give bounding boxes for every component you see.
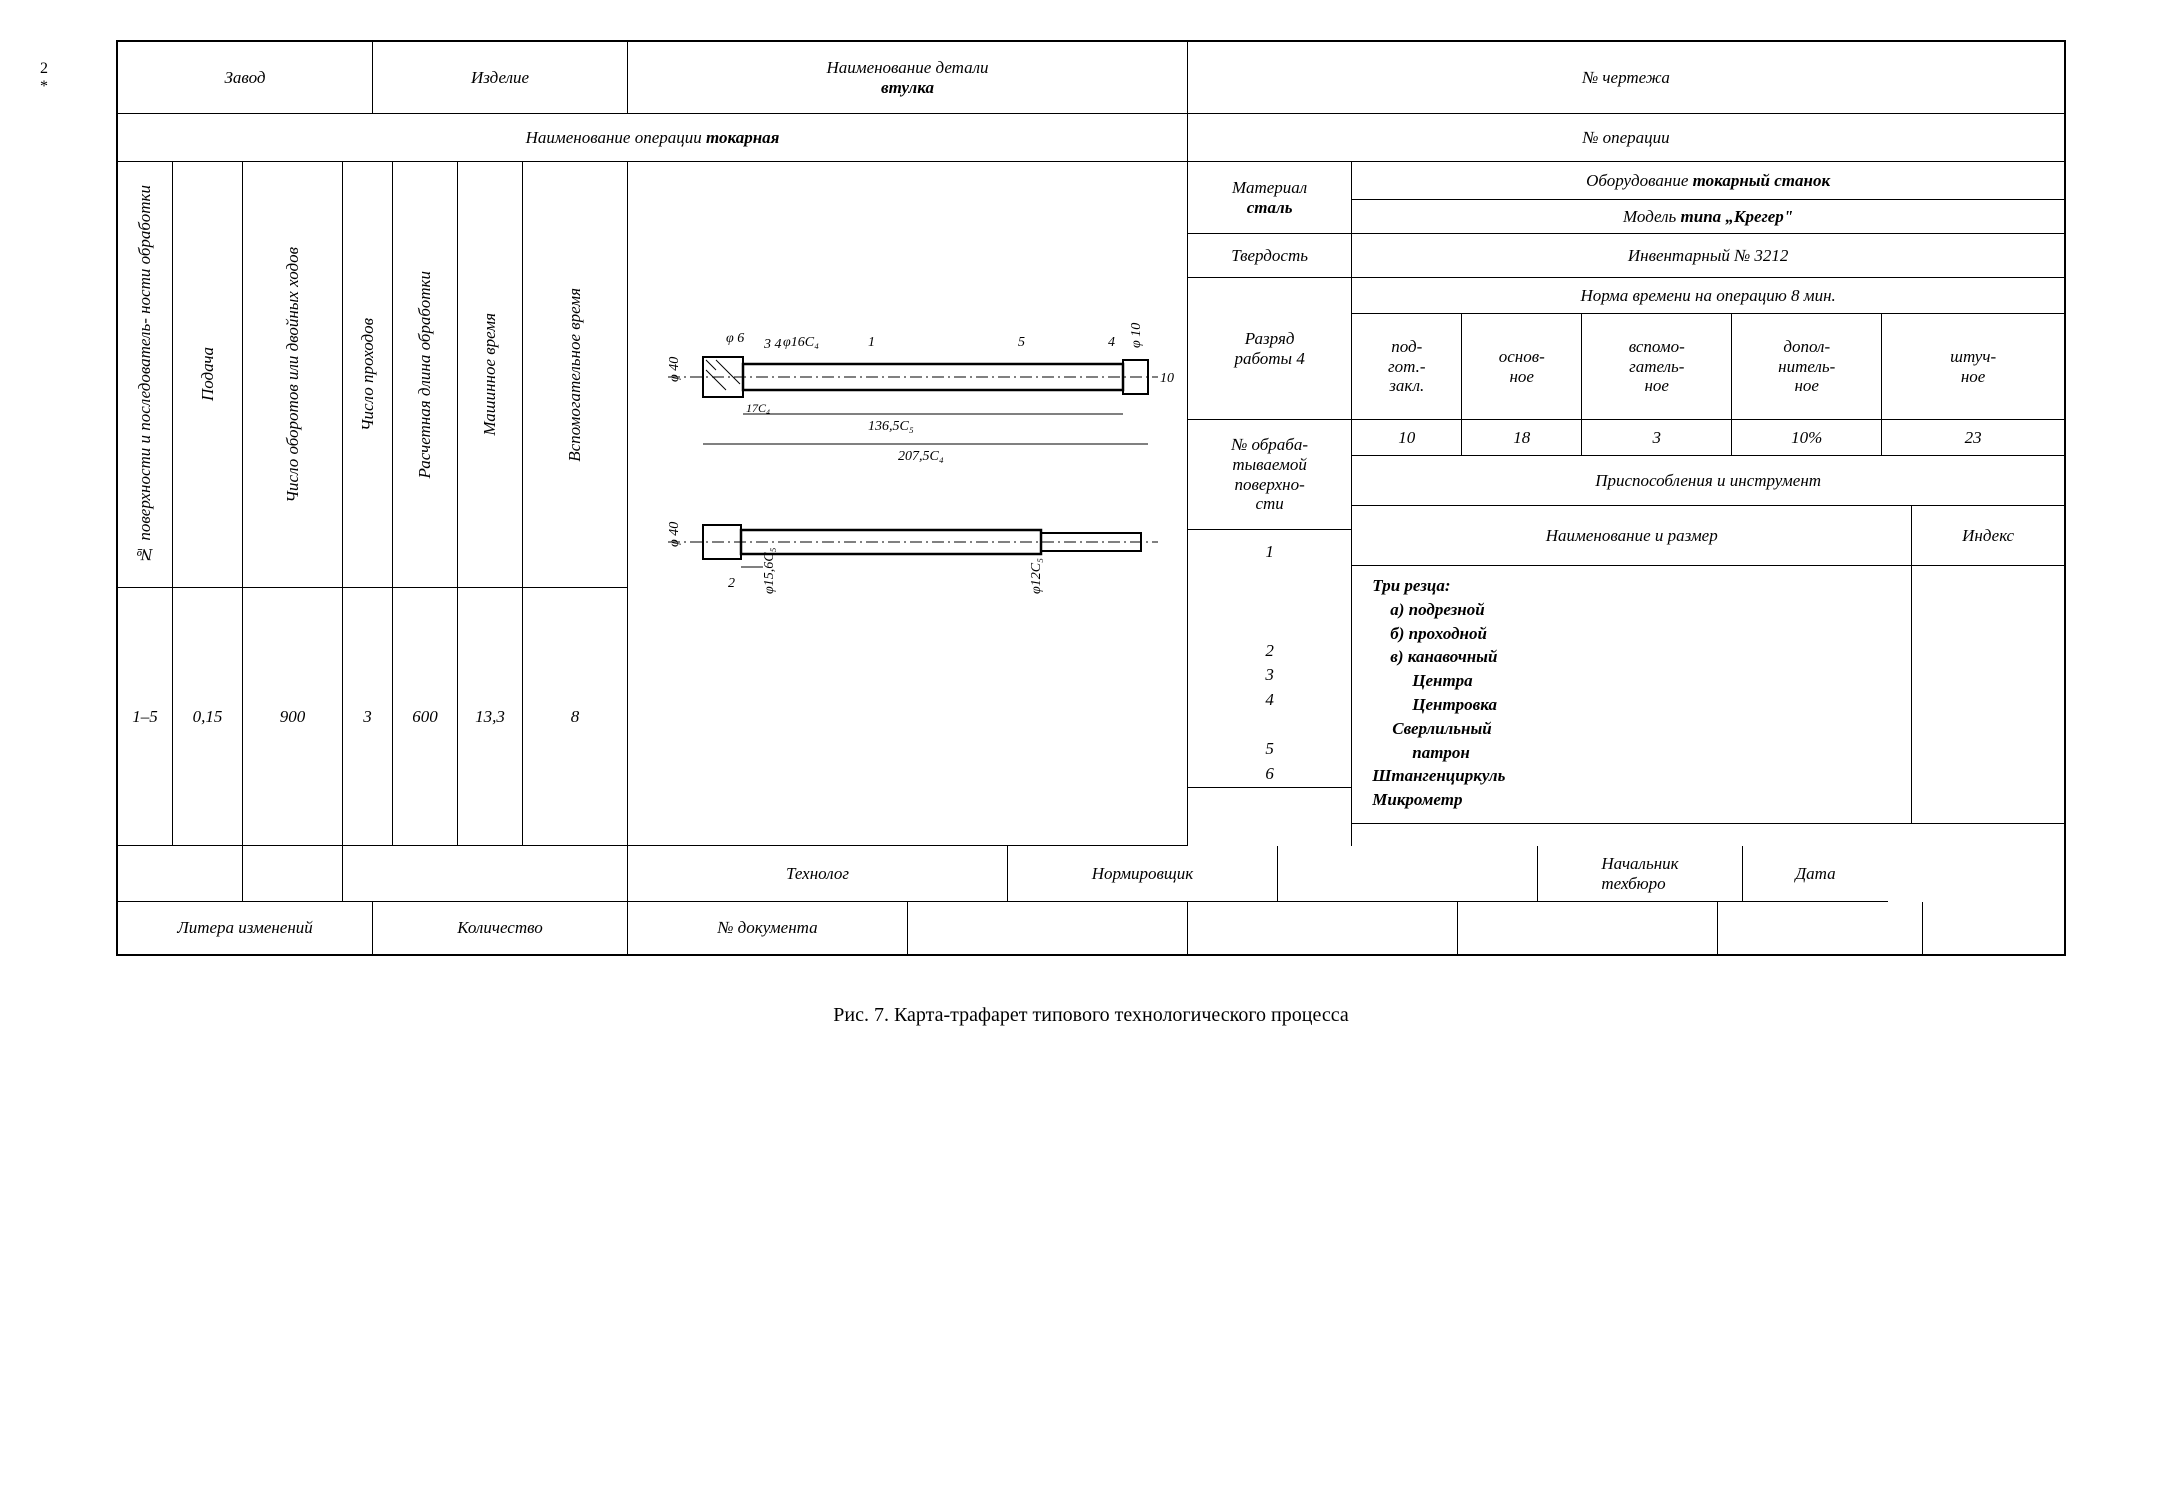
header-row-1: Завод Изделие Наименование детали втулка… xyxy=(118,42,2064,114)
grade-cell: Разряд работы 4 xyxy=(1188,278,1351,420)
left-headers: № поверхности и последователь- ности обр… xyxy=(118,162,628,588)
figure-caption: Рис. 7. Карта-трафарет типового технолог… xyxy=(80,1004,2102,1027)
svg-text:136,5С₅: 136,5С₅ xyxy=(868,419,914,434)
name-size-header: Наименование и размер xyxy=(1352,506,1912,565)
norm-cell: Норма времени на операцию 8 мин. xyxy=(1352,278,2064,313)
technical-drawing: φ 40 φ 6 φ16C₄ 3 4 1 5 4 φ 10 10 136,5С₅… xyxy=(628,162,1188,846)
mid-column: Материал сталь Твердость Разряд работы 4… xyxy=(1188,162,1352,846)
operation-no-cell: № операции xyxy=(1188,114,2064,162)
inventory-cell: Инвентарный № 3212 xyxy=(1352,234,2064,277)
litera-cell: Литера изменений xyxy=(118,902,373,954)
technologist-cell: Технолог xyxy=(628,846,1008,902)
hardness-cell: Твердость xyxy=(1188,234,1351,278)
data-f: 13,3 xyxy=(458,588,523,846)
svg-text:φ 40: φ 40 xyxy=(667,357,682,382)
data-a: 1–5 xyxy=(118,588,173,846)
surf-no-cell: № обраба- тываемой поверхно- сти xyxy=(1188,420,1351,530)
svg-text:207,5С₄: 207,5С₄ xyxy=(898,449,944,464)
qty-cell: Количество xyxy=(373,902,628,954)
left-data-row: 1–5 0,15 900 3 600 13,3 8 xyxy=(118,588,628,846)
svg-text:φ12С₅: φ12С₅ xyxy=(1029,558,1044,594)
tools-list: Три резца: а) подрезной б) проходной в) … xyxy=(1372,574,1505,812)
right-column: Оборудование токарный станок Модель типа… xyxy=(1352,162,2064,846)
data-d: 3 xyxy=(343,588,393,846)
svg-text:φ15,6С₅: φ15,6С₅ xyxy=(762,547,777,594)
operation-name-cell: Наименование операции токарная xyxy=(118,114,1188,162)
data-b: 0,15 xyxy=(173,588,243,846)
header-row-2: Наименование операции токарная № операци… xyxy=(118,114,2064,162)
material-cell: Материал сталь xyxy=(1188,162,1351,234)
col-a-header: № поверхности и последователь- ности обр… xyxy=(135,185,155,564)
normirovshik-cell: Нормировщик xyxy=(1008,846,1278,902)
footer-row: Литера изменений Количество № документа xyxy=(118,902,2064,954)
fixtures-header: Приспособления и инструмент xyxy=(1352,456,2064,505)
svg-text:5: 5 xyxy=(1018,335,1025,350)
svg-text:17С₄: 17С₄ xyxy=(746,401,770,415)
op-name-value: токарная xyxy=(706,128,779,148)
svg-text:3 4: 3 4 xyxy=(763,337,782,352)
form-sheet: Завод Изделие Наименование детали втулка… xyxy=(116,40,2066,956)
part-name-label: Наименование детали xyxy=(826,58,988,78)
drawing-panel: φ 40 φ 6 φ16C₄ 3 4 1 5 4 φ 10 10 136,5С₅… xyxy=(628,162,1188,846)
drawing-no-cell: № чертежа xyxy=(1188,42,2064,114)
col-f-header: Машинное время xyxy=(480,313,500,436)
date-cell: Дата xyxy=(1743,846,1888,902)
product-cell: Изделие xyxy=(373,42,628,114)
svg-text:φ 10: φ 10 xyxy=(1129,323,1144,348)
svg-text:1: 1 xyxy=(868,335,875,350)
svg-text:10: 10 xyxy=(1160,371,1174,386)
signature-row: Технолог Нормировщик Начальник техбюро Д… xyxy=(118,846,2064,902)
col-c-header: Число оборотов или двойных ходов xyxy=(283,247,303,503)
svg-text:φ16C₄: φ16C₄ xyxy=(783,335,819,350)
chief-cell: Начальник техбюро xyxy=(1538,846,1743,902)
tool-ids-cell: 1 234 56 xyxy=(1188,530,1351,788)
col-e-header: Расчетная длина обработки xyxy=(415,271,435,478)
svg-text:φ 6: φ 6 xyxy=(726,331,744,346)
col-g-header: Вспомогательное время xyxy=(565,288,585,462)
factory-cell: Завод xyxy=(118,42,373,114)
index-header: Индекс xyxy=(1912,506,2064,565)
page-marker: 2* xyxy=(40,60,48,96)
doc-no-cell: № документа xyxy=(628,902,908,954)
left-block: № поверхности и последователь- ности обр… xyxy=(118,162,628,846)
part-name-cell: Наименование детали втулка xyxy=(628,42,1188,114)
part-name-value: втулка xyxy=(881,78,934,98)
data-c: 900 xyxy=(243,588,343,846)
svg-text:2: 2 xyxy=(728,576,735,591)
svg-text:φ 40: φ 40 xyxy=(667,522,682,547)
svg-text:4: 4 xyxy=(1108,335,1115,350)
op-name-label: Наименование операции xyxy=(526,128,702,148)
data-g: 8 xyxy=(523,588,628,846)
col-d-header: Число проходов xyxy=(358,318,378,431)
body-row: № поверхности и последователь- ности обр… xyxy=(118,162,2064,846)
data-e: 600 xyxy=(393,588,458,846)
col-b-header: Подача xyxy=(198,347,218,401)
